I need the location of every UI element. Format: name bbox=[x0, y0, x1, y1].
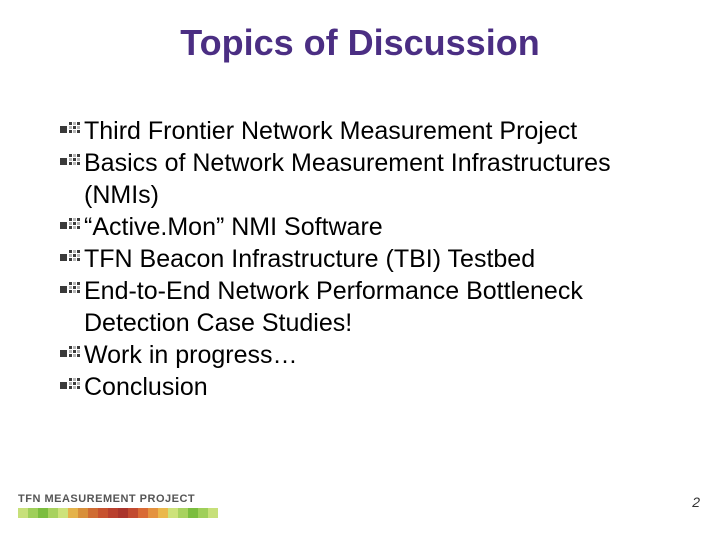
footer-color-bar bbox=[18, 508, 218, 518]
bullet-text: Conclusion bbox=[84, 371, 672, 403]
bullet-text: End-to-End Network Performance Bottlenec… bbox=[84, 275, 672, 339]
bullet-list: Third Frontier Network Measurement Proje… bbox=[60, 115, 672, 403]
bullet-text: “Active.Mon” NMI Software bbox=[84, 211, 672, 243]
grid-bullet-icon bbox=[60, 378, 80, 390]
page-number: 2 bbox=[692, 494, 700, 510]
list-item: TFN Beacon Infrastructure (TBI) Testbed bbox=[60, 243, 672, 275]
grid-bullet-icon bbox=[60, 346, 80, 358]
bullet-text: Basics of Network Measurement Infrastruc… bbox=[84, 147, 672, 211]
list-item: Basics of Network Measurement Infrastruc… bbox=[60, 147, 672, 211]
slide: Topics of Discussion Third Frontier Netw… bbox=[0, 0, 720, 540]
list-item: End-to-End Network Performance Bottlenec… bbox=[60, 275, 672, 339]
footer-label: TFN MEASUREMENT PROJECT bbox=[18, 493, 218, 505]
grid-bullet-icon bbox=[60, 282, 80, 294]
list-item: Third Frontier Network Measurement Proje… bbox=[60, 115, 672, 147]
footer-logo: TFN MEASUREMENT PROJECT bbox=[18, 493, 218, 518]
list-item: Work in progress… bbox=[60, 339, 672, 371]
grid-bullet-icon bbox=[60, 154, 80, 166]
bullet-text: TFN Beacon Infrastructure (TBI) Testbed bbox=[84, 243, 672, 275]
bullet-text: Third Frontier Network Measurement Proje… bbox=[84, 115, 672, 147]
slide-title: Topics of Discussion bbox=[0, 0, 720, 64]
grid-bullet-icon bbox=[60, 218, 80, 230]
bullet-text: Work in progress… bbox=[84, 339, 672, 371]
grid-bullet-icon bbox=[60, 250, 80, 262]
list-item: “Active.Mon” NMI Software bbox=[60, 211, 672, 243]
grid-bullet-icon bbox=[60, 122, 80, 134]
list-item: Conclusion bbox=[60, 371, 672, 403]
